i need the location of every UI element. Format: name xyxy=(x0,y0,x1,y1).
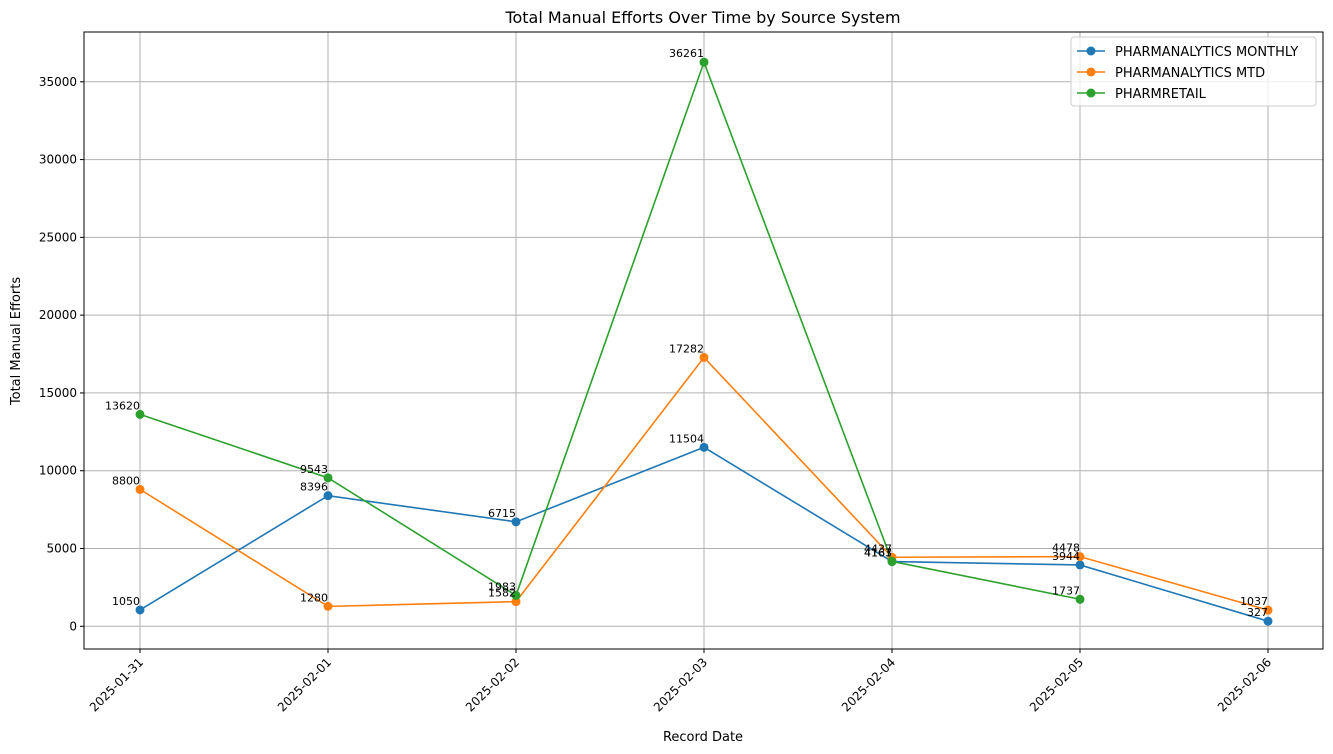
y-tick-label: 0 xyxy=(69,619,77,633)
data-label: 8800 xyxy=(112,474,140,487)
data-label: 1280 xyxy=(300,591,328,604)
data-point xyxy=(887,556,897,566)
y-tick-label: 25000 xyxy=(39,230,77,244)
legend-box xyxy=(1070,36,1317,107)
data-point xyxy=(699,352,709,362)
data-point xyxy=(323,491,333,501)
data-labels: 1050 8396 6715 11504 4163 3944 327 8800 1280 1582… xyxy=(105,47,1268,619)
data-label: 9543 xyxy=(300,463,328,476)
data-point xyxy=(323,473,333,483)
data-point xyxy=(135,484,145,494)
y-axis-label: Total Manual Efforts xyxy=(9,277,24,406)
data-point xyxy=(511,517,521,527)
y-tick-label: 20000 xyxy=(39,308,77,322)
legend-marker xyxy=(1086,88,1096,98)
legend-marker xyxy=(1086,46,1096,56)
x-tick-label: 2025-02-02 xyxy=(463,655,522,714)
x-tick-label: 2025-02-01 xyxy=(275,655,334,714)
series-line xyxy=(139,59,1081,601)
data-point xyxy=(511,597,521,607)
data-label: 1037 xyxy=(1240,595,1268,608)
x-tick-label: 2025-01-31 xyxy=(87,655,146,714)
data-point xyxy=(135,409,145,419)
y-tick-label: 30000 xyxy=(39,153,77,167)
data-point xyxy=(1263,605,1273,615)
data-label: 13620 xyxy=(105,399,140,412)
data-point xyxy=(699,442,709,452)
grid xyxy=(84,32,1323,649)
data-label: 4478 xyxy=(1052,542,1080,555)
y-tick-label: 5000 xyxy=(46,542,77,556)
data-label: 4163 xyxy=(864,547,892,560)
y-tick-label: 15000 xyxy=(39,386,77,400)
legend-label: PHARMANALYTICS MONTHLY xyxy=(1115,45,1298,60)
chart-title: Total Manual Efforts Over Time by Source… xyxy=(504,8,900,27)
data-point xyxy=(323,601,333,611)
legend-label: PHARMRETAIL xyxy=(1115,87,1207,102)
data-label: 327 xyxy=(1247,606,1268,619)
data-label: 1050 xyxy=(112,595,140,608)
legend-label: PHARMANALYTICS MTD xyxy=(1115,66,1265,81)
data-label: 3944 xyxy=(1052,550,1080,563)
data-label: 1737 xyxy=(1052,584,1080,597)
data-point xyxy=(699,57,709,67)
y-tick-label: 35000 xyxy=(39,75,77,89)
x-tick-label: 2025-02-04 xyxy=(839,655,898,714)
x-axis-label: Record Date xyxy=(663,730,743,745)
data-label: 8396 xyxy=(300,481,328,494)
x-tick-label: 2025-02-05 xyxy=(1027,655,1086,714)
data-point xyxy=(1075,560,1085,570)
y-tick-label: 10000 xyxy=(39,464,77,478)
data-point xyxy=(511,590,521,600)
data-point xyxy=(135,605,145,615)
data-label: 4437 xyxy=(864,542,892,555)
legend: PHARMANALYTICS MONTHLY PHARMANALYTICS MTD… xyxy=(1070,36,1317,107)
data-label: 36261 xyxy=(669,47,704,60)
data-label: 11504 xyxy=(669,432,704,445)
axis-ticks: 2025-01-31 2025-02-01 2025-02-02 2025-02-03… xyxy=(39,75,1274,715)
series-group xyxy=(135,57,1273,626)
data-label: 17282 xyxy=(669,342,704,355)
data-label: 6715 xyxy=(488,507,516,520)
legend-marker xyxy=(1086,67,1096,77)
data-point xyxy=(1075,552,1085,562)
x-tick-label: 2025-02-03 xyxy=(651,655,710,714)
x-tick-label: 2025-02-06 xyxy=(1215,655,1274,714)
data-label: 1983 xyxy=(488,580,516,593)
data-point xyxy=(1263,616,1273,626)
data-label: 1582 xyxy=(488,587,516,600)
data-label: 4167 xyxy=(864,546,892,559)
data-point xyxy=(1075,594,1085,604)
